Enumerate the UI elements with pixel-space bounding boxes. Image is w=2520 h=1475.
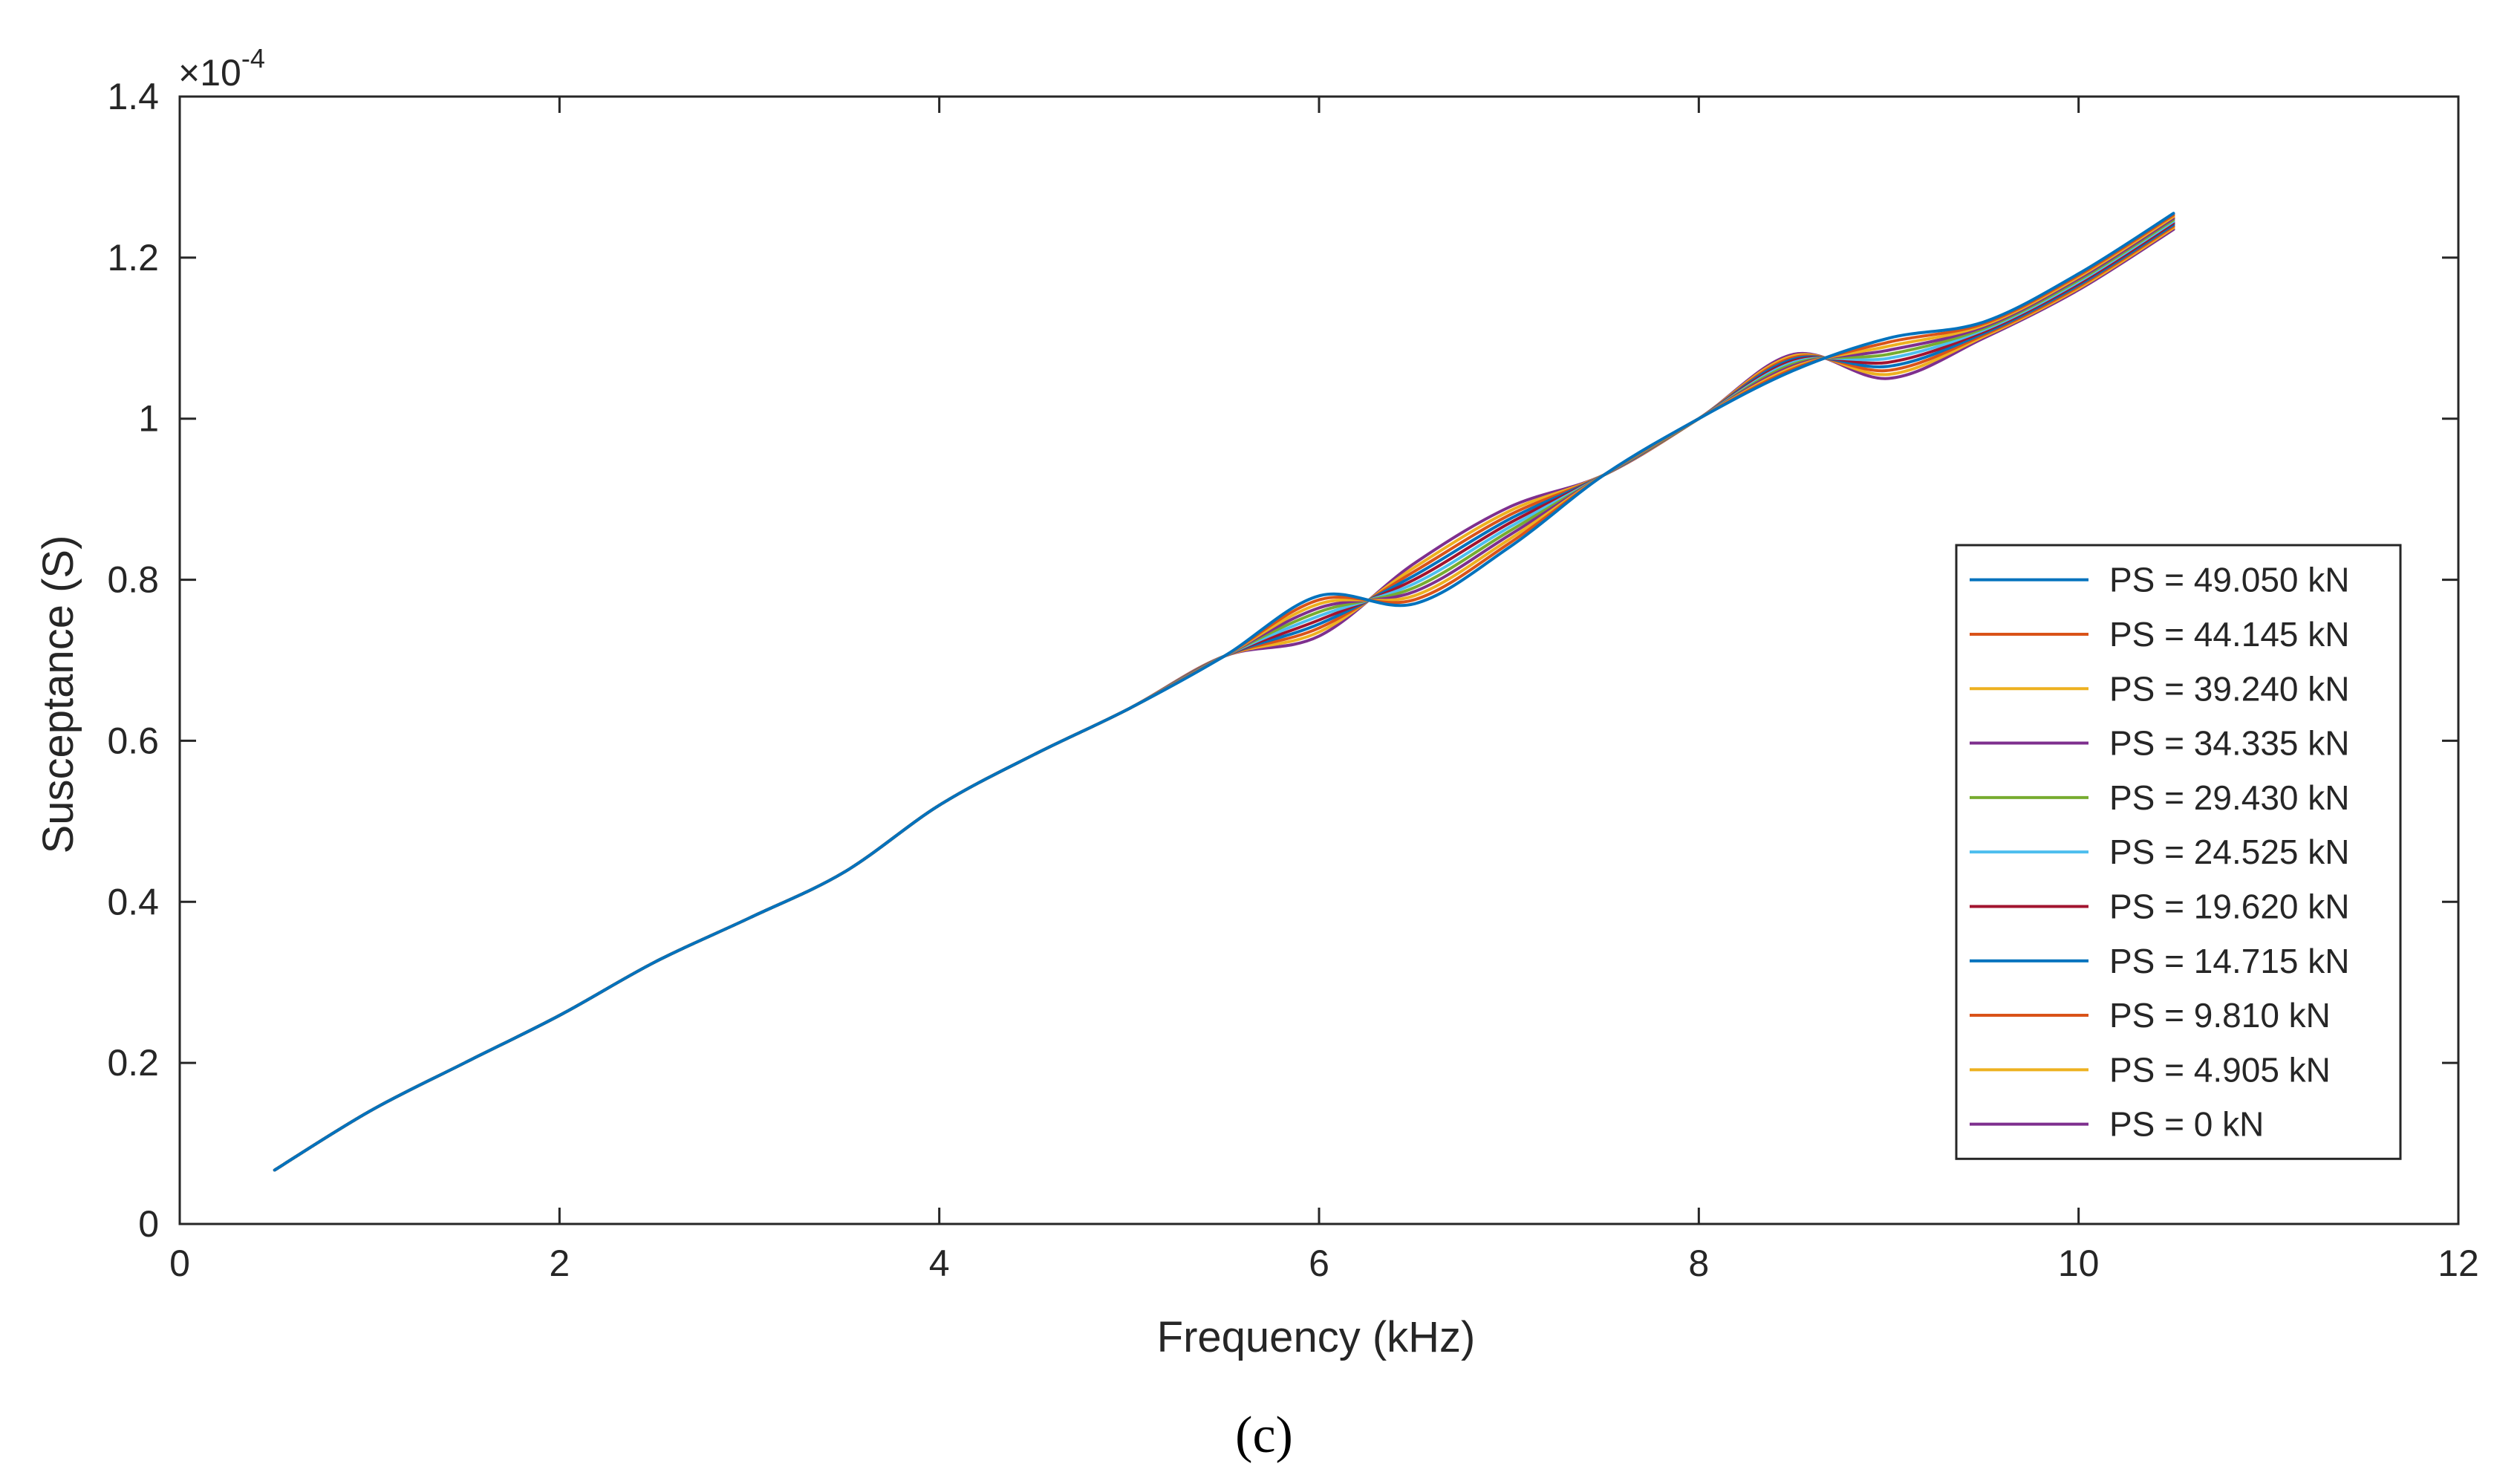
y-axis-scale-factor: ×10-4	[178, 43, 265, 94]
plot-area	[273, 212, 2175, 1172]
legend-label-6: PS = 24.525 kN	[2109, 833, 2349, 871]
x-tick-label: 8	[1688, 1243, 1709, 1284]
legend-label-8: PS = 14.715 kN	[2109, 942, 2349, 980]
x-tick-label: 6	[1309, 1243, 1329, 1284]
legend-label-5: PS = 29.430 kN	[2109, 778, 2349, 817]
y-tick-label: 0.8	[107, 559, 159, 601]
series-line-8	[273, 223, 2175, 1172]
x-axis-title: Frequency (kHz)	[1157, 1313, 1476, 1361]
y-axis-scale-exponent: -4	[241, 43, 265, 74]
y-axis-title: Susceptance (S)	[34, 535, 82, 854]
legend-label-4: PS = 34.335 kN	[2109, 724, 2349, 763]
y-tick-label: 0.2	[107, 1042, 159, 1084]
axes: 0 2 4 6 8 10 12 0 0.2 0.4 0.6 0.8 1 1.2 1.4	[107, 76, 2478, 1284]
y-tick-label: 0.4	[107, 881, 159, 922]
legend-label-3: PS = 39.240 kN	[2109, 669, 2349, 708]
x-tick-label: 4	[929, 1243, 950, 1284]
y-tick-label: 0	[138, 1203, 159, 1245]
y-tick-label: 1	[138, 398, 159, 440]
y-tick-label: 1.4	[107, 76, 159, 117]
series-line-9	[273, 224, 2175, 1172]
legend-label-1: PS = 49.050 kN	[2109, 561, 2349, 599]
x-tick-label: 2	[549, 1243, 570, 1284]
x-tick-label: 12	[2438, 1243, 2479, 1284]
y-tick-label: 1.2	[107, 237, 159, 279]
legend-label-11: PS = 0 kN	[2109, 1105, 2264, 1144]
series-line-1	[273, 212, 2175, 1172]
x-tick-label: 10	[2058, 1243, 2100, 1284]
legend-label-2: PS = 44.145 kN	[2109, 615, 2349, 654]
legend-label-9: PS = 9.810 kN	[2109, 996, 2331, 1035]
panel-label: (c)	[1235, 1407, 1293, 1464]
legend-label-7: PS = 19.620 kN	[2109, 887, 2349, 925]
legend: PS = 49.050 kN PS = 44.145 kN PS = 39.240 …	[1955, 544, 2402, 1160]
x-tick-label: 0	[169, 1243, 190, 1284]
legend-label-10: PS = 4.905 kN	[2109, 1050, 2331, 1089]
y-tick-label: 0.6	[107, 720, 159, 761]
